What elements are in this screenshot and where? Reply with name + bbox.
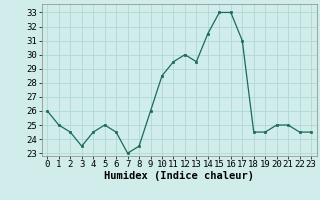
X-axis label: Humidex (Indice chaleur): Humidex (Indice chaleur) <box>104 171 254 181</box>
